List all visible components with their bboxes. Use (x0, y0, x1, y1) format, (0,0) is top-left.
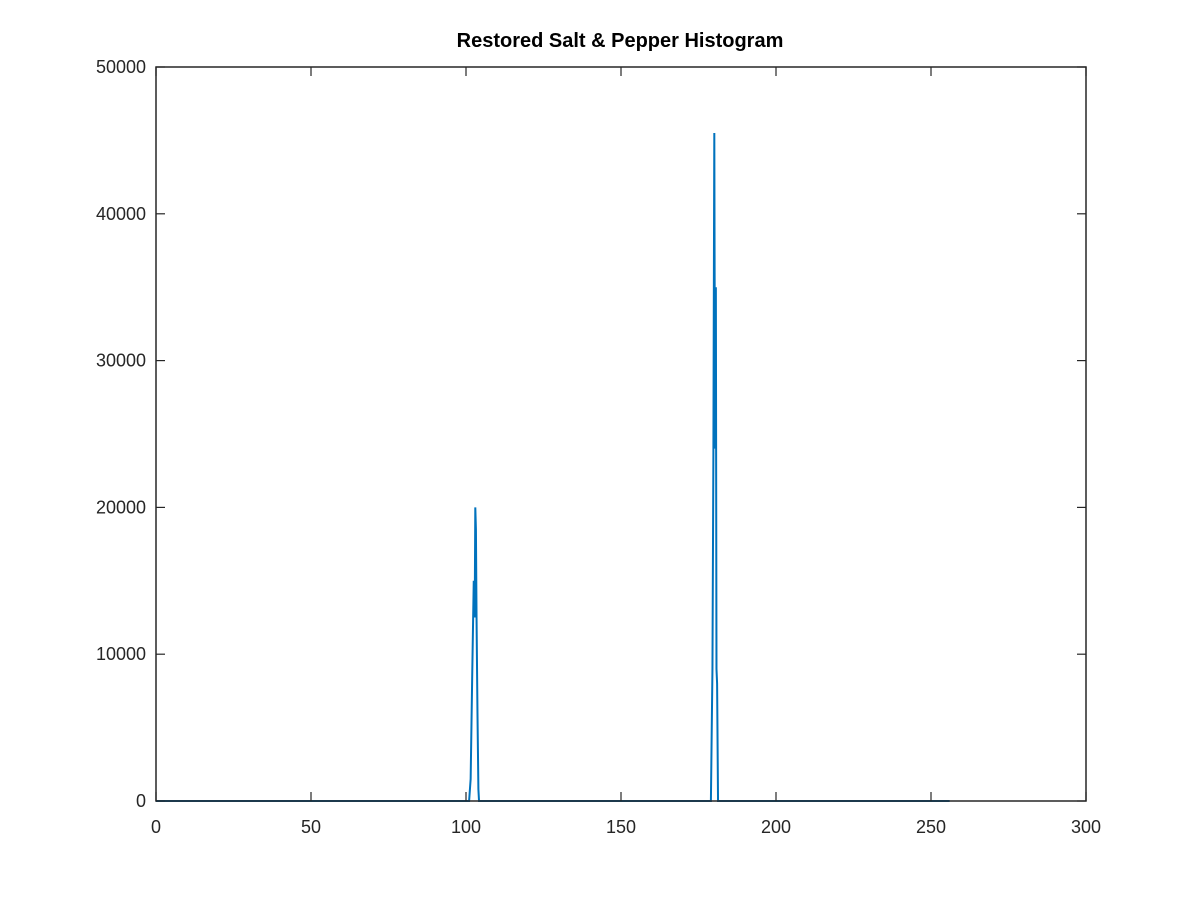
x-tick-label: 250 (916, 817, 946, 837)
y-tick-label: 40000 (96, 204, 146, 224)
y-tick-label: 50000 (96, 57, 146, 77)
plot-area (156, 67, 1086, 801)
x-tick-label: 150 (606, 817, 636, 837)
x-tick-label: 100 (451, 817, 481, 837)
x-tick-label: 0 (151, 817, 161, 837)
y-tick-label: 10000 (96, 644, 146, 664)
x-tick-label: 200 (761, 817, 791, 837)
chart-title: Restored Salt & Pepper Histogram (457, 30, 784, 52)
x-axis-ticks: 0 50 100 150 200 250 300 (151, 67, 1101, 837)
y-tick-label: 20000 (96, 497, 146, 517)
y-axis-ticks: 0 10000 20000 30000 40000 50000 (96, 57, 1086, 811)
x-tick-label: 50 (301, 817, 321, 837)
y-tick-label: 30000 (96, 351, 146, 371)
y-tick-label: 0 (136, 791, 146, 811)
x-tick-label: 300 (1071, 817, 1101, 837)
